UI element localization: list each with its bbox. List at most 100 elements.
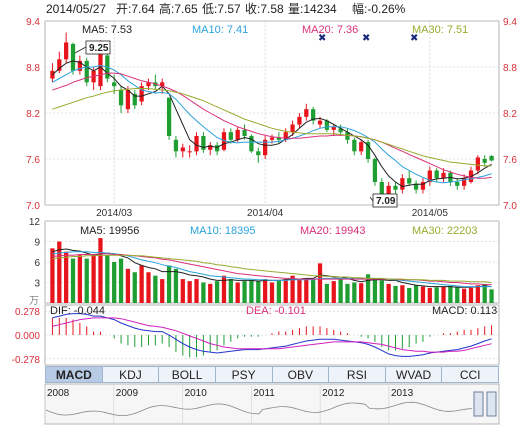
candle-body bbox=[461, 178, 467, 186]
volume-bar bbox=[160, 279, 165, 303]
candle-body bbox=[441, 172, 446, 179]
volume-ma30-line bbox=[52, 254, 492, 283]
volume-bar bbox=[359, 283, 364, 303]
volume-bar bbox=[64, 251, 69, 303]
header-volume: 量:14234 bbox=[288, 2, 337, 16]
tab-obv[interactable]: OBV bbox=[272, 366, 330, 383]
volume-bar bbox=[455, 287, 460, 303]
candle-body bbox=[345, 132, 350, 140]
price-xtick: 2014/04 bbox=[247, 208, 284, 219]
volume-bar bbox=[118, 258, 124, 303]
volume-bar bbox=[214, 281, 220, 303]
tab-wvad[interactable]: WVAD bbox=[385, 366, 443, 383]
event-marker[interactable]: ✖ bbox=[318, 33, 326, 44]
volume-bar bbox=[228, 279, 233, 303]
tab-psy[interactable]: PSY bbox=[215, 366, 273, 383]
volume-bar bbox=[324, 283, 330, 303]
volume-bar bbox=[276, 280, 281, 303]
timeline-year: 2012 bbox=[322, 388, 345, 399]
candle-body bbox=[57, 59, 62, 71]
header-high: 高:7.65 bbox=[159, 1, 198, 16]
candle-body bbox=[283, 132, 288, 140]
candle-body bbox=[160, 82, 165, 87]
tab-boll[interactable]: BOLL bbox=[159, 366, 216, 383]
timeline-handle-left[interactable] bbox=[473, 391, 484, 417]
price-moving-averages bbox=[52, 60, 492, 188]
candle-body bbox=[125, 90, 131, 110]
tab-cci[interactable]: CCI bbox=[442, 366, 499, 383]
volume-bar bbox=[194, 279, 199, 303]
volume-bar bbox=[139, 265, 144, 303]
volume-bar bbox=[427, 287, 432, 303]
volume-bar bbox=[132, 272, 137, 303]
volume-bar bbox=[475, 285, 480, 303]
tab-rsi[interactable]: RSI bbox=[329, 366, 386, 383]
volume-bar bbox=[125, 268, 131, 303]
volume-ytick: 6 bbox=[34, 258, 40, 269]
volume-bars bbox=[50, 238, 494, 303]
price-ma10-line bbox=[52, 64, 492, 184]
volume-bar bbox=[98, 238, 103, 303]
volume-bar bbox=[393, 285, 398, 303]
tab-macd[interactable]: MACD bbox=[45, 366, 103, 383]
candle-body bbox=[118, 90, 124, 106]
timeline-year: 2013 bbox=[391, 388, 414, 399]
price-ma20-label: MA20: 7.36 bbox=[302, 24, 358, 36]
volume-ytick: 3 bbox=[34, 279, 40, 290]
volume-bar bbox=[290, 275, 295, 303]
candle-body bbox=[475, 157, 480, 171]
volume-bar bbox=[304, 278, 309, 303]
price-ytick-left: 7.0 bbox=[26, 201, 40, 212]
timeline-handle-right[interactable] bbox=[486, 391, 497, 417]
volume-ma20-label: MA20: 19943 bbox=[300, 225, 365, 237]
candle-body bbox=[489, 155, 494, 161]
low-marker-leader bbox=[369, 196, 374, 202]
event-marker[interactable]: ✖ bbox=[362, 33, 370, 44]
tab-kdj[interactable]: KDJ bbox=[102, 366, 160, 383]
low-marker-label: 7.09 bbox=[376, 196, 396, 207]
volume-bar bbox=[173, 268, 179, 303]
candle-body bbox=[187, 151, 192, 153]
timeline-year: 2011 bbox=[253, 388, 275, 399]
candle-body bbox=[455, 182, 460, 186]
volume-bar bbox=[91, 255, 96, 303]
candle-body bbox=[304, 109, 309, 117]
volume-bar bbox=[386, 283, 391, 303]
volume-bar bbox=[338, 278, 343, 303]
high-marker-leader bbox=[74, 46, 87, 54]
candle-body bbox=[317, 120, 323, 125]
header-date: 2014/05/27 bbox=[46, 2, 106, 16]
volume-bar bbox=[468, 287, 474, 303]
price-ma5-label: MA5: 7.53 bbox=[82, 24, 132, 36]
volume-bar bbox=[345, 283, 350, 303]
macd-ytick: 0.000 bbox=[15, 331, 40, 342]
price-ytick-left: 8.2 bbox=[26, 109, 40, 120]
candle-body bbox=[482, 159, 487, 163]
candle-body bbox=[180, 147, 185, 152]
macd-dif-label: DIF: -0.044 bbox=[50, 305, 105, 317]
volume-bar bbox=[180, 279, 185, 303]
volume-bar bbox=[400, 285, 405, 303]
timeline-year: 2008 bbox=[47, 388, 70, 399]
candle-body bbox=[297, 116, 302, 125]
volume-bar bbox=[77, 255, 83, 303]
indicator-tabs: MACD KDJ BOLL PSY OBV RSI WVAD CCI bbox=[45, 366, 499, 383]
volume-ma5-label: MA5: 19956 bbox=[80, 225, 139, 237]
candle-body bbox=[70, 44, 76, 71]
header-low: 低:7.57 bbox=[202, 2, 241, 16]
candle-body bbox=[393, 185, 398, 190]
price-ytick-right: 8.2 bbox=[503, 109, 517, 120]
volume-ma30-label: MA30: 22203 bbox=[412, 225, 477, 237]
candle-body bbox=[112, 82, 117, 87]
macd-dea-line bbox=[52, 317, 492, 353]
candle-body bbox=[139, 86, 144, 102]
event-marker[interactable]: ✖ bbox=[410, 33, 418, 44]
price-ytick-right: 7.0 bbox=[503, 201, 517, 212]
volume-bar bbox=[70, 258, 76, 303]
volume-bar bbox=[242, 281, 247, 303]
volume-bar bbox=[420, 286, 426, 303]
price-ytick-right: 9.4 bbox=[503, 17, 517, 28]
candle-body bbox=[256, 151, 261, 156]
volume-bar bbox=[50, 248, 55, 303]
